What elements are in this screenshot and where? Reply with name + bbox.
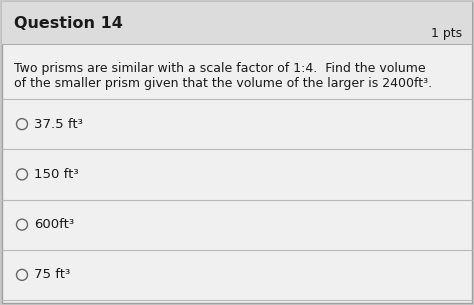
Text: Question 14: Question 14: [14, 16, 123, 30]
Text: 150 ft³: 150 ft³: [34, 168, 79, 181]
Text: Two prisms are similar with a scale factor of 1:4.  Find the volume: Two prisms are similar with a scale fact…: [14, 62, 426, 75]
Text: of the smaller prism given that the volume of the larger is 2400ft³.: of the smaller prism given that the volu…: [14, 77, 432, 90]
Bar: [2, 2, 472, 44]
Text: 600ft³: 600ft³: [34, 218, 74, 231]
Text: 37.5 ft³: 37.5 ft³: [34, 118, 83, 131]
Text: 1 pts: 1 pts: [431, 27, 462, 41]
Text: 75 ft³: 75 ft³: [34, 268, 70, 282]
